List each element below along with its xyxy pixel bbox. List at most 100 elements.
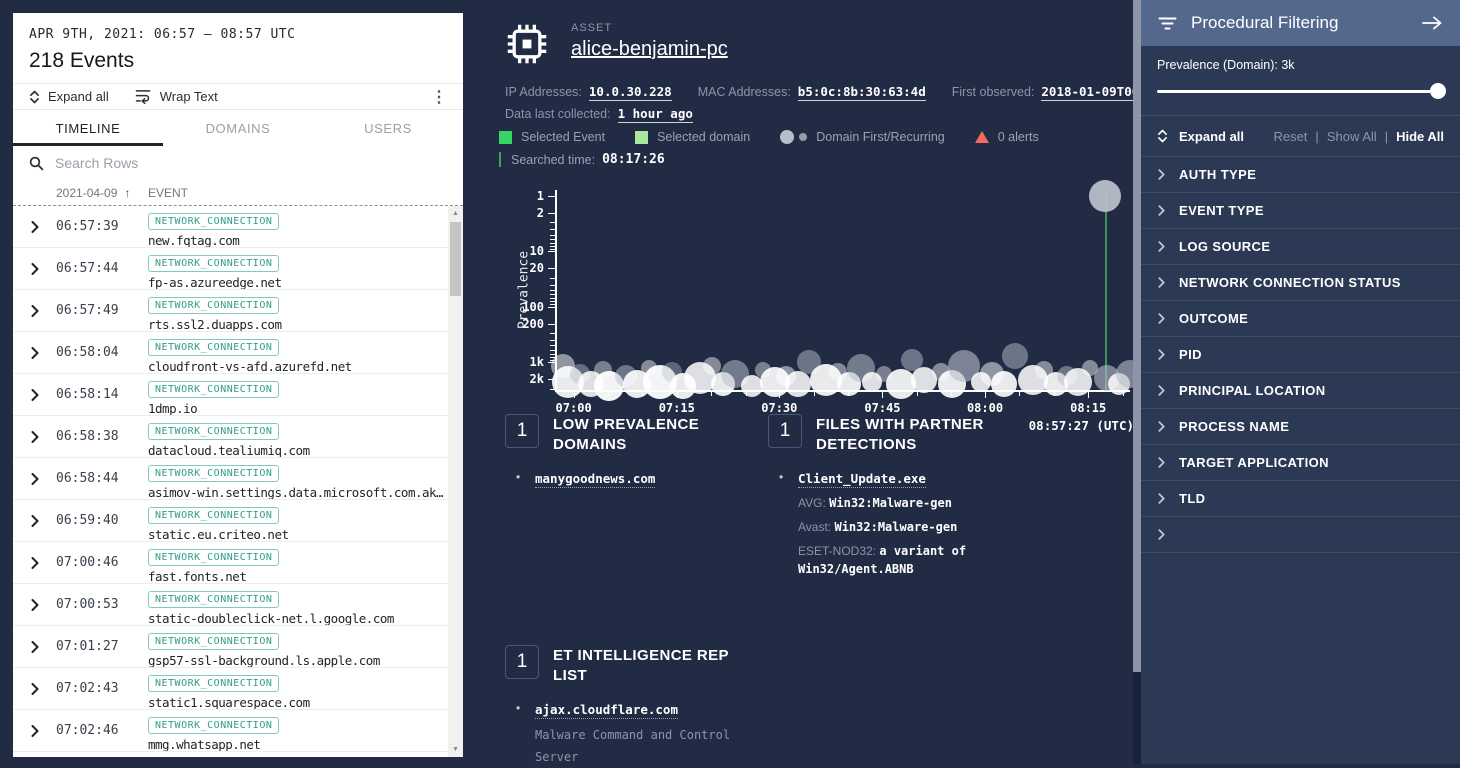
middle-panel-scrollbar[interactable] bbox=[1133, 0, 1141, 764]
row-expand-chevron-icon[interactable] bbox=[13, 542, 56, 583]
chart-legend: Selected Event Selected domain Domain Fi… bbox=[499, 130, 1039, 144]
filter-category-label: OUTCOME bbox=[1179, 311, 1249, 326]
filtering-title: Procedural Filtering bbox=[1191, 13, 1339, 32]
tab-timeline[interactable]: TIMELINE bbox=[13, 110, 163, 147]
table-row[interactable]: 06:57:44 NETWORK_CONNECTION fp-as.azuree… bbox=[13, 248, 448, 291]
y-major-tick bbox=[548, 212, 555, 214]
filter-category-row[interactable]: PRINCIPAL LOCATION bbox=[1141, 372, 1460, 408]
scrollbar-thumb[interactable] bbox=[450, 222, 461, 297]
asset-name-link[interactable]: alice-benjamin-pc bbox=[571, 38, 728, 60]
y-minor-tick bbox=[550, 284, 555, 286]
table-row[interactable]: 06:58:38 NETWORK_CONNECTION datacloud.te… bbox=[13, 416, 448, 459]
table-row[interactable]: 06:58:44 NETWORK_CONNECTION asimov-win.s… bbox=[13, 458, 448, 501]
table-row[interactable]: 07:00:53 NETWORK_CONNECTION static-doubl… bbox=[13, 584, 448, 627]
et-intelligence-count: 1 bbox=[505, 645, 539, 679]
event-time: 07:02:46 bbox=[56, 723, 119, 739]
procedural-filtering-panel: Procedural Filtering Prevalence (Domain)… bbox=[1141, 0, 1460, 764]
event-cell: NETWORK_CONNECTION 1dmp.io bbox=[148, 374, 448, 415]
row-expand-chevron-icon[interactable] bbox=[13, 500, 56, 541]
ip-value-link[interactable]: 10.0.30.228 bbox=[588, 84, 672, 101]
y-tick-label: 1 bbox=[536, 189, 544, 203]
row-expand-chevron-icon[interactable] bbox=[13, 248, 56, 289]
y-minor-tick bbox=[550, 277, 555, 279]
y-minor-tick bbox=[550, 222, 555, 224]
filter-category-label: PRINCIPAL LOCATION bbox=[1179, 383, 1326, 398]
table-row[interactable]: 07:02:46 NETWORK_CONNECTION mmg.whatsapp… bbox=[13, 710, 448, 753]
table-row[interactable]: 06:57:39 NETWORK_CONNECTION new.fqtag.co… bbox=[13, 206, 448, 249]
row-expand-chevron-icon[interactable] bbox=[13, 668, 56, 709]
row-expand-chevron-icon[interactable] bbox=[13, 752, 56, 757]
av-detection-line: ESET-NOD32: a variant of Win32/Agent.ABN… bbox=[798, 542, 1013, 578]
scroll-up-icon[interactable]: ▲ bbox=[452, 210, 459, 218]
hide-all-button[interactable]: Hide All bbox=[1396, 128, 1444, 144]
search-input[interactable] bbox=[53, 154, 353, 173]
event-type-badge: NETWORK_CONNECTION bbox=[148, 675, 280, 693]
tab-domains[interactable]: DOMAINS bbox=[205, 120, 271, 136]
filter-category-label: TLD bbox=[1179, 491, 1206, 506]
collapse-panel-arrow-icon[interactable] bbox=[1421, 15, 1443, 31]
domain-bubble bbox=[1017, 365, 1048, 395]
event-type-badge: NETWORK_CONNECTION bbox=[148, 549, 280, 567]
filter-category-row[interactable]: LOG SOURCE bbox=[1141, 228, 1460, 264]
expand-all-button[interactable]: Expand all bbox=[29, 89, 109, 104]
timeline-scrollbar[interactable]: ▲ ▼ bbox=[448, 206, 463, 757]
row-expand-chevron-icon[interactable] bbox=[13, 458, 56, 499]
column-headers: 2021-04-09 ↑ EVENT bbox=[13, 180, 463, 207]
filter-category-row[interactable]: OUTCOME bbox=[1141, 300, 1460, 336]
filter-category-row[interactable]: PID bbox=[1141, 336, 1460, 372]
event-cell: NETWORK_CONNECTION rts.ssl2.duapps.com bbox=[148, 290, 448, 331]
tab-users[interactable]: USERS bbox=[364, 120, 412, 136]
asset-meta-row-1: IP Addresses: 10.0.30.228 MAC Addresses: b… bbox=[505, 84, 1192, 101]
row-expand-chevron-icon[interactable] bbox=[13, 710, 56, 751]
table-row[interactable]: 06:57:49 NETWORK_CONNECTION rts.ssl2.dua… bbox=[13, 290, 448, 333]
wrap-text-button[interactable]: Wrap Text bbox=[135, 89, 218, 105]
selected-domain-label: Selected domain bbox=[657, 130, 751, 144]
slider-track[interactable] bbox=[1157, 90, 1444, 93]
table-row[interactable]: 06:58:04 NETWORK_CONNECTION cloudfront-v… bbox=[13, 332, 448, 375]
table-row[interactable]: 06:58:14 NETWORK_CONNECTION 1dmp.io bbox=[13, 374, 448, 417]
filters-expand-all-button[interactable]: Expand all bbox=[1157, 129, 1244, 144]
row-expand-chevron-icon[interactable] bbox=[13, 416, 56, 457]
detected-file-link[interactable]: Client_Update.exe bbox=[798, 471, 926, 488]
filter-category-row[interactable]: TARGET APPLICATION bbox=[1141, 444, 1460, 480]
filter-icon bbox=[1158, 16, 1177, 31]
event-cell: NETWORK_CONNECTION static1.squarespace.c… bbox=[148, 668, 448, 709]
table-row[interactable]: 06:59:40 NETWORK_CONNECTION static.eu.cr… bbox=[13, 500, 448, 543]
table-row[interactable]: 07:00:46 NETWORK_CONNECTION fast.fonts.n… bbox=[13, 542, 448, 585]
kebab-menu-icon[interactable]: ⋮ bbox=[431, 88, 447, 106]
row-expand-chevron-icon[interactable] bbox=[13, 626, 56, 667]
row-expand-chevron-icon[interactable] bbox=[13, 206, 56, 247]
event-domain: static.eu.criteo.net bbox=[148, 527, 289, 542]
et-domain-link[interactable]: ajax.cloudflare.com bbox=[535, 702, 678, 719]
filter-category-row[interactable] bbox=[1141, 516, 1460, 552]
table-row[interactable]: 07:01:27 NETWORK_CONNECTION gsp57-ssl-ba… bbox=[13, 626, 448, 669]
middle-scrollbar-thumb[interactable] bbox=[1133, 0, 1141, 672]
reset-button[interactable]: Reset bbox=[1273, 128, 1308, 144]
filter-category-row[interactable]: NETWORK CONNECTION STATUS bbox=[1141, 264, 1460, 300]
data-last-collected-value[interactable]: 1 hour ago bbox=[617, 106, 693, 123]
show-all-button[interactable]: Show All bbox=[1326, 128, 1377, 144]
row-expand-chevron-icon[interactable] bbox=[13, 584, 56, 625]
chevron-right-icon bbox=[1158, 205, 1165, 216]
x-major-tick bbox=[882, 392, 884, 398]
filter-category-row[interactable]: TLD bbox=[1141, 480, 1460, 516]
low-prevalence-domain-link[interactable]: manygoodnews.com bbox=[535, 471, 656, 488]
prevalence-slider[interactable] bbox=[1157, 83, 1446, 99]
filter-category-row[interactable]: EVENT TYPE bbox=[1141, 192, 1460, 228]
row-expand-chevron-icon[interactable] bbox=[13, 290, 56, 331]
filter-category-row[interactable]: PROCESS NAME bbox=[1141, 408, 1460, 444]
sort-ascending-icon[interactable]: ↑ bbox=[124, 185, 131, 200]
filter-category-row[interactable]: AUTH TYPE bbox=[1141, 156, 1460, 192]
mac-value-link[interactable]: b5:0c:8b:30:63:4d bbox=[797, 84, 926, 101]
low-prevalence-section: 1 LOW PREVALENCE DOMAINS manygoodnews.co… bbox=[505, 414, 768, 578]
av-engine: AVG: bbox=[798, 496, 826, 510]
table-row[interactable]: 07:02:43 NETWORK_CONNECTION static1.squa… bbox=[13, 668, 448, 711]
event-cell: NETWORK_CONNECTION cloudfront-vs-afd.azu… bbox=[148, 332, 448, 373]
scroll-down-icon[interactable]: ▼ bbox=[452, 746, 459, 753]
row-expand-chevron-icon[interactable] bbox=[13, 374, 56, 415]
slider-thumb[interactable] bbox=[1430, 83, 1446, 99]
table-row[interactable]: NETWORK_CONNECTION bbox=[13, 752, 448, 757]
y-tick-label: 20 bbox=[529, 261, 544, 276]
row-expand-chevron-icon[interactable] bbox=[13, 332, 56, 373]
